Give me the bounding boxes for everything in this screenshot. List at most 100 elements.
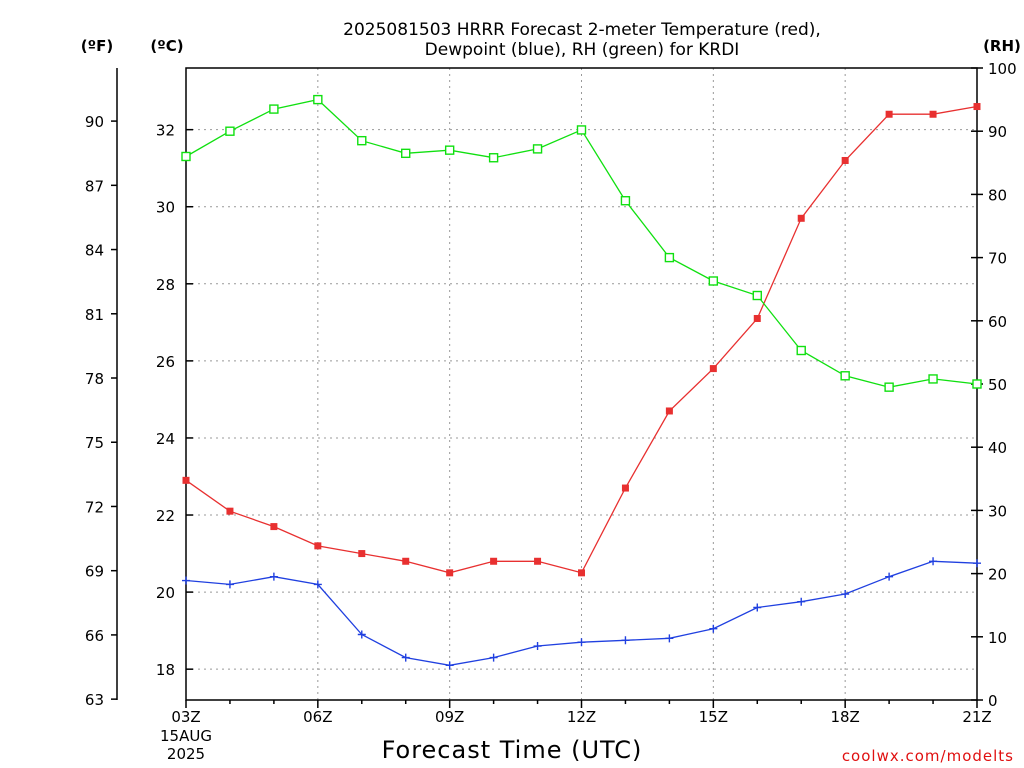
rh-tick-label: 100 [988, 60, 1017, 78]
data-point-rh [752, 290, 762, 301]
data-point-dewpoint [225, 580, 234, 589]
x-axis-title: Forecast Time (UTC) [382, 736, 643, 764]
data-point-dewpoint [621, 636, 630, 645]
rh-tick-label: 80 [988, 186, 1007, 204]
data-point-temperature [753, 314, 761, 322]
gridlines [186, 68, 977, 700]
fahrenheit-tick-label: 90 [85, 113, 104, 131]
time-tick-label: 18Z [830, 708, 859, 726]
fahrenheit-axis: 63 66 69 72 75 78 81 84 87 90 [85, 68, 118, 709]
data-point-temperature [402, 557, 410, 565]
rh-tick-label: 90 [988, 123, 1007, 141]
title-line-2: Dewpoint (blue), RH (green) for KRDI [425, 40, 740, 60]
data-point-dewpoint [797, 597, 806, 606]
celsius-tick-label: 30 [156, 199, 175, 217]
data-point-rh [357, 135, 367, 146]
data-point-rh [928, 374, 938, 384]
fahrenheit-tick-label: 84 [85, 242, 104, 260]
data-point-rh [884, 382, 894, 392]
data-point-dewpoint [182, 576, 190, 585]
date-label: 15AUG [160, 727, 212, 745]
data-point-temperature [314, 542, 322, 550]
rh-tick-label: 40 [988, 439, 1007, 457]
data-point-rh [576, 125, 587, 135]
data-point-rh [620, 196, 631, 206]
data-point-dewpoint [577, 638, 586, 647]
data-point-dewpoint [709, 624, 718, 633]
data-point-temperature [226, 507, 234, 515]
chart-title: 2025081503 HRRR Forecast 2-meter Tempera… [343, 20, 821, 60]
data-point-rh [225, 126, 235, 136]
fahrenheit-tick-label: 78 [85, 370, 104, 388]
data-point-dewpoint [533, 642, 542, 651]
time-tick-label: 06Z [303, 708, 332, 726]
data-point-temperature [270, 523, 278, 531]
rh-tick-label: 0 [988, 692, 998, 710]
data-point-rh [313, 94, 323, 105]
fahrenheit-tick-label: 81 [85, 306, 104, 324]
fahrenheit-tick-label: 66 [85, 627, 104, 645]
rh-tick-label: 10 [988, 629, 1007, 647]
series-line-dewpoint [185, 560, 978, 666]
series-rh [181, 94, 982, 392]
series-layer [181, 94, 982, 670]
fahrenheit-tick-label: 75 [85, 434, 104, 452]
data-point-dewpoint [445, 661, 454, 670]
data-point-rh [269, 104, 279, 114]
fahrenheit-tick-label: 63 [85, 691, 104, 709]
time-tick-label: 15Z [699, 708, 728, 726]
data-point-rh [181, 151, 191, 162]
celsius-axis: 18 20 22 24 26 28 30 32 [156, 122, 193, 679]
data-point-rh [532, 144, 543, 154]
data-point-dewpoint [929, 557, 938, 566]
celsius-tick-label: 32 [156, 122, 175, 140]
data-point-dewpoint [401, 653, 410, 662]
rh-tick-label: 70 [988, 250, 1007, 268]
celsius-tick-label: 22 [156, 507, 175, 525]
celsius-tick-label: 24 [156, 430, 175, 448]
data-point-rh [840, 371, 850, 381]
time-tick-label: 03Z [171, 708, 200, 726]
rh-axis-label: (RH) [983, 37, 1021, 55]
data-point-temperature [578, 569, 585, 577]
data-point-temperature [182, 476, 190, 484]
time-tick-label: 09Z [435, 708, 464, 726]
data-point-rh [708, 276, 719, 286]
data-point-dewpoint [665, 634, 674, 643]
rh-tick-label: 50 [988, 376, 1007, 394]
series-dewpoint [182, 557, 981, 670]
fahrenheit-tick-label: 72 [85, 498, 104, 516]
data-point-temperature [709, 365, 717, 373]
series-temperature [182, 103, 981, 577]
title-line-1: 2025081503 HRRR Forecast 2-meter Tempera… [343, 20, 821, 40]
data-point-rh [796, 345, 806, 356]
data-point-temperature [841, 156, 849, 164]
date-label: 2025 [167, 745, 205, 763]
fahrenheit-tick-label: 87 [85, 177, 104, 195]
fahrenheit-axis-label: (ºF) [81, 37, 113, 55]
data-point-temperature [797, 214, 805, 222]
data-point-rh [401, 148, 411, 159]
data-point-dewpoint [973, 559, 981, 568]
data-point-temperature [929, 110, 937, 118]
celsius-tick-label: 26 [156, 353, 175, 371]
data-point-dewpoint [269, 572, 278, 581]
time-tick-label: 12Z [567, 708, 596, 726]
data-point-rh [664, 252, 675, 263]
data-point-temperature [973, 103, 981, 111]
data-point-temperature [490, 557, 498, 565]
data-point-temperature [621, 484, 629, 492]
data-point-rh [444, 145, 455, 155]
celsius-tick-label: 18 [156, 661, 175, 679]
plot-frame [185, 67, 978, 701]
fahrenheit-tick-label: 69 [85, 563, 104, 581]
data-point-temperature [665, 407, 673, 415]
celsius-axis-label: (ºC) [150, 37, 183, 55]
rh-tick-label: 60 [988, 313, 1007, 331]
time-tick-label: 21Z [962, 708, 991, 726]
data-point-temperature [534, 557, 542, 565]
rh-tick-label: 30 [988, 502, 1007, 520]
data-point-temperature [358, 550, 366, 558]
data-point-rh [972, 379, 982, 389]
